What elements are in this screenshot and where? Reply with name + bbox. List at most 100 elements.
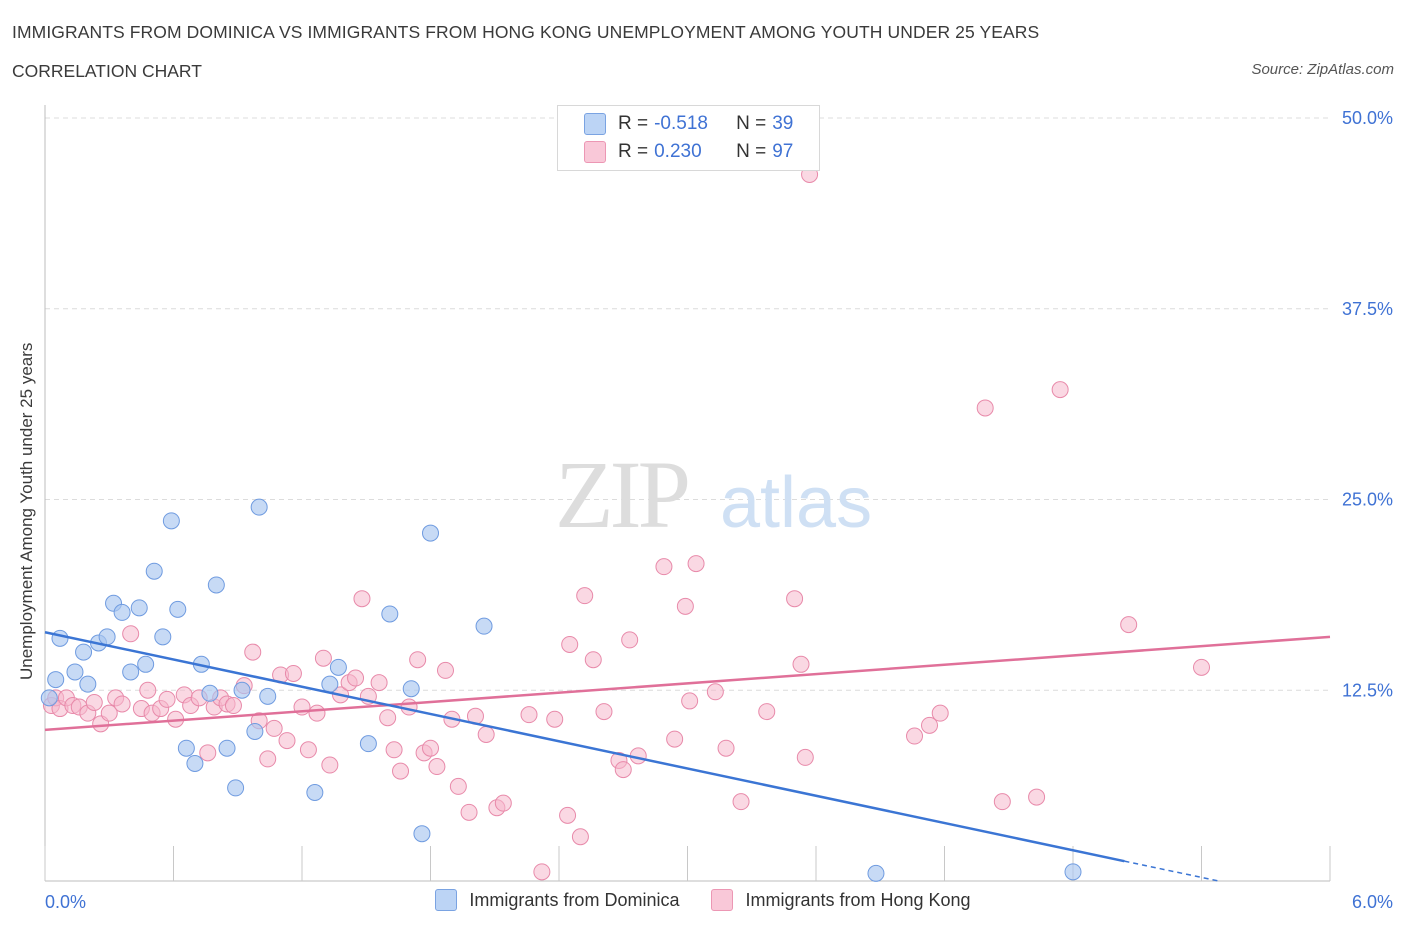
y-axis-label: Unemployment Among Youth under 25 years [17, 342, 36, 680]
hongkong-point [533, 863, 551, 881]
chart-title: IMMIGRANTS FROM DOMINICA VS IMMIGRANTS F… [12, 22, 1040, 42]
hongkong-point [1051, 381, 1069, 399]
dominica-point [867, 864, 885, 882]
dominica-point [246, 722, 264, 740]
hongkong-point [584, 651, 602, 669]
dominica-point [329, 658, 347, 676]
dominica-point [250, 498, 268, 516]
hongkong-point [392, 762, 410, 780]
x-tick-label: 6.0% [1352, 892, 1393, 912]
hongkong-point [576, 587, 594, 605]
chart-subtitle: CORRELATION CHART [12, 61, 202, 81]
dominica-point [359, 735, 377, 753]
hongkong-point [385, 741, 403, 759]
hongkong-point [494, 794, 512, 812]
dominica-swatch [584, 113, 606, 135]
hongkong-point [717, 739, 735, 757]
x-tick-label: 0.0% [45, 892, 86, 912]
hongkong-point [571, 828, 589, 846]
dominica-point [402, 680, 420, 698]
hongkong-point [100, 704, 118, 722]
hongkong-point [614, 761, 632, 779]
hongkong-point [422, 739, 439, 757]
watermark: ZIP atlas [555, 441, 872, 548]
dominica-point [122, 663, 140, 681]
legend-row-hongkong: R = 0.230 N = 97 [584, 139, 793, 165]
hongkong-point [921, 716, 939, 734]
hongkong-point [621, 631, 639, 649]
hongkong-point [477, 726, 495, 744]
dominica-point [154, 628, 172, 646]
r-value: 0.230 [654, 141, 702, 162]
hongkong-point [158, 690, 176, 708]
trend-lines [44, 631, 1331, 882]
dominica-point [306, 783, 324, 801]
dominica-point [40, 689, 58, 707]
hongkong-point [792, 655, 810, 673]
dominica-points [40, 498, 1082, 882]
dominica-point [475, 617, 493, 635]
legend-label-hongkong: Immigrants from Hong Kong [745, 889, 971, 910]
dominica-point [130, 599, 148, 617]
y-tick-label: 12.5% [1342, 680, 1393, 700]
correlation-legend: R = -0.518 N = 39 R = 0.230 N = 97 [557, 105, 820, 171]
hongkong-point [520, 706, 538, 724]
dominica-point [51, 629, 69, 647]
r-label: R = [618, 113, 649, 134]
r-value: -0.518 [654, 113, 708, 134]
hongkong-point [122, 625, 140, 643]
hongkong-point [259, 750, 277, 768]
n-value: 97 [772, 141, 794, 162]
dominica-point [162, 512, 180, 530]
dominica-point [169, 600, 187, 618]
hongkong-point [436, 661, 454, 679]
source-credit: Source: ZipAtlas.com [1251, 61, 1394, 78]
axes [44, 105, 1330, 882]
hongkong-point [321, 756, 339, 774]
hongkong-point [265, 719, 283, 737]
hongkong-point [595, 703, 613, 721]
dominica-point [259, 687, 277, 705]
dominica-point [227, 779, 245, 797]
dominica-trend-extension [1124, 860, 1219, 882]
hongkong-points [42, 165, 1210, 881]
n-value: 39 [772, 113, 794, 134]
x-tick-labels: 0.0% 6.0% [45, 892, 1393, 912]
dominica-point [1064, 863, 1082, 881]
series-legend: Immigrants from Dominica Immigrants from… [0, 889, 1406, 911]
hongkong-point [706, 683, 724, 701]
hongkong-point [732, 793, 750, 811]
n-label: N = [736, 141, 767, 162]
hongkong-point [278, 732, 296, 750]
hongkong-point [409, 651, 427, 669]
n-label: N = [736, 113, 767, 134]
legend-row-dominica: R = -0.518 N = 39 [584, 111, 793, 137]
hongkong-point [347, 669, 365, 687]
hongkong-point [308, 704, 326, 722]
hongkong-point [314, 649, 332, 667]
hongkong-point [1193, 658, 1210, 676]
hongkong-point [299, 741, 317, 759]
hongkong-point [139, 681, 157, 699]
dominica-point [113, 603, 131, 621]
hongkong-point [113, 695, 131, 713]
hongkong-point [460, 803, 478, 821]
hongkong-point [1120, 616, 1138, 634]
hongkong-point [284, 664, 302, 682]
dominica-point [75, 643, 93, 661]
dominica-point [207, 576, 225, 594]
dominica-point [47, 671, 65, 689]
hongkong-point [666, 730, 684, 748]
hongkong-point [687, 555, 705, 573]
dominica-point [321, 675, 339, 693]
hongkong-point [993, 793, 1011, 811]
legend-item-hongkong: Immigrants from Hong Kong [711, 889, 971, 911]
dominica-point [177, 739, 195, 757]
hongkong-point [370, 674, 388, 692]
dominica-point [137, 655, 155, 673]
dominica-point [381, 605, 399, 623]
dominica-point [66, 663, 84, 681]
hongkong-point [561, 635, 579, 653]
dominica-point [145, 562, 163, 580]
